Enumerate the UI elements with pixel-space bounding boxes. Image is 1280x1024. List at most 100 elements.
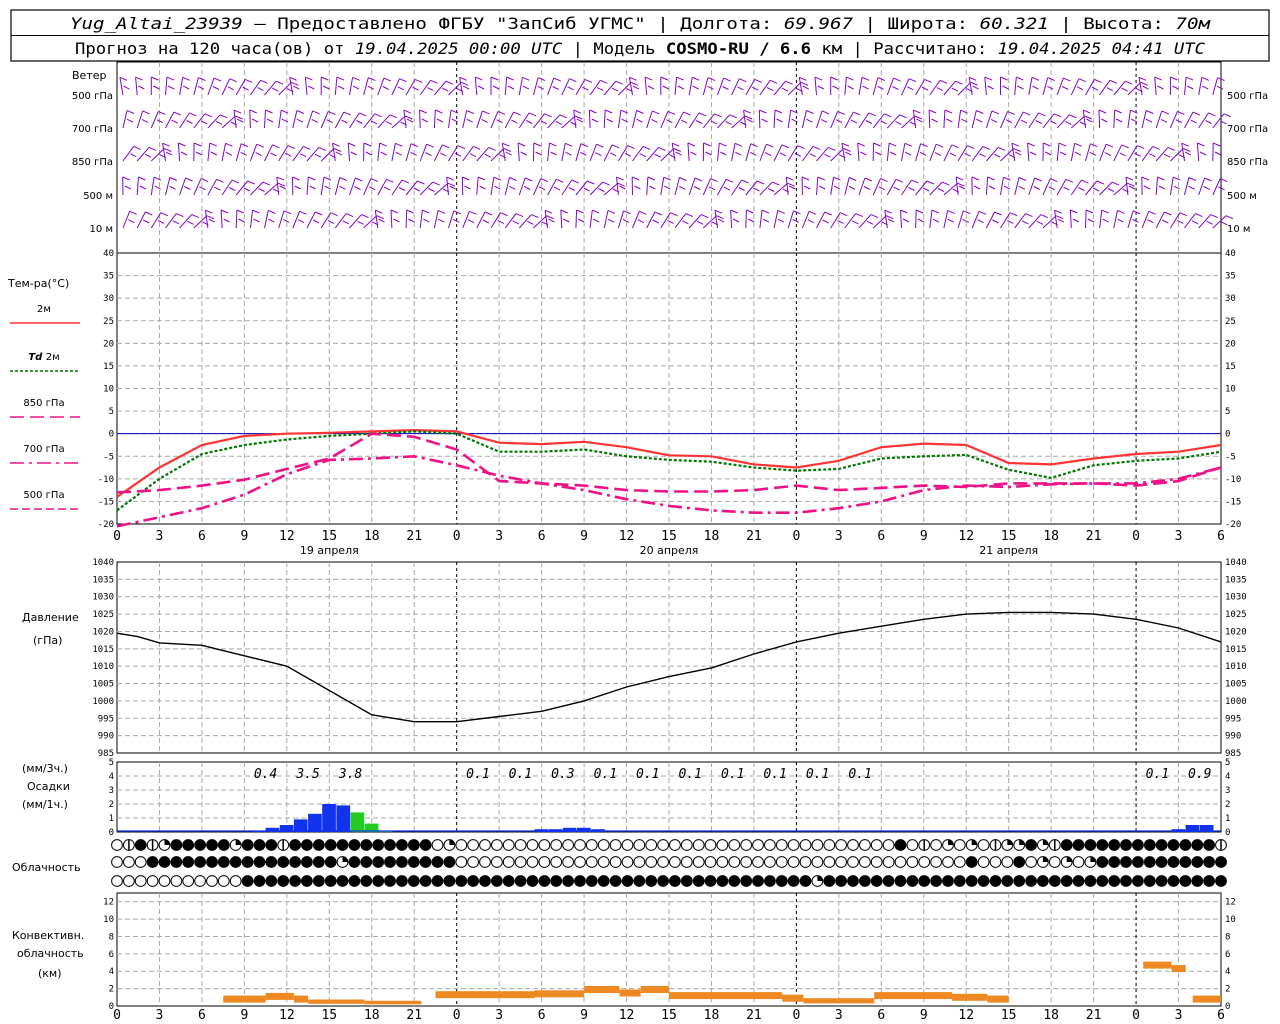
cloud-symbol <box>728 856 741 868</box>
wind-barb <box>646 176 656 196</box>
cloud-symbol <box>1167 875 1180 887</box>
wind-barb <box>179 76 190 96</box>
cloud-symbol <box>716 839 729 851</box>
hour-tick-label: 12 <box>958 529 974 544</box>
cloud-symbol-mark <box>164 839 170 845</box>
precip-total-label: 0.1 <box>763 767 786 782</box>
wind-barb <box>136 211 153 229</box>
conv-tick-label-right: 8 <box>1225 932 1230 942</box>
hour-tick-label: 0 <box>453 529 461 544</box>
cloud-symbol <box>740 856 753 868</box>
wind-barb <box>787 81 809 96</box>
wind-barb <box>660 176 671 196</box>
wind-barb <box>320 212 338 229</box>
cloud-symbol <box>574 856 586 868</box>
cloud-symbol <box>324 875 337 887</box>
cloud-symbol <box>894 839 907 851</box>
wind-barb <box>1000 76 1009 95</box>
cloud-symbol <box>669 839 681 851</box>
day-label: 21 апреля <box>979 544 1038 557</box>
cloud-symbol <box>870 856 883 868</box>
cloud-symbol <box>965 875 978 887</box>
cloud-symbol <box>585 839 598 851</box>
cloud-symbol <box>609 875 622 887</box>
pressure-tick-label: 1040 <box>92 558 114 568</box>
wind-barb <box>304 76 315 96</box>
wind-barb <box>1011 142 1022 162</box>
wind-barb <box>971 176 981 196</box>
wind-barb <box>674 111 691 129</box>
wind-barb <box>857 142 867 162</box>
day-label: 20 апреля <box>640 544 699 557</box>
temp-tick-label-right: 5 <box>1225 407 1230 417</box>
wind-barb <box>1085 209 1095 229</box>
wind-barb <box>547 178 564 196</box>
wind-barb <box>603 80 623 96</box>
cloud-symbol-mark <box>449 839 455 845</box>
cloud-symbol <box>847 875 859 887</box>
cloud-symbol <box>1132 856 1144 868</box>
pressure-tick-label: 985 <box>98 749 114 759</box>
wind-barb <box>1056 142 1067 162</box>
conv-tick-label: 0 <box>109 1002 114 1012</box>
wind-barb <box>150 212 168 229</box>
cloud-symbol <box>241 856 254 868</box>
precip-bar <box>322 804 336 832</box>
cloud-symbol <box>407 875 420 887</box>
hour-tick-label: 6 <box>877 529 885 544</box>
conv-tick-label-right: 0 <box>1225 1002 1230 1012</box>
legend-label: 2м <box>37 304 51 315</box>
cloud-symbol <box>431 856 444 868</box>
cloud-symbol-mark <box>1042 839 1049 845</box>
wind-barb <box>292 176 301 196</box>
cloud-symbol <box>775 856 788 868</box>
cloud-symbol <box>289 875 302 887</box>
cloud-symbol <box>716 875 729 887</box>
cloud-symbol <box>859 875 871 887</box>
wind-barb <box>391 179 410 196</box>
wind-barb <box>957 145 975 162</box>
precip-tick-label: 4 <box>109 772 114 782</box>
cloud-symbol-mark <box>1019 839 1025 845</box>
temp-tick-label-right: -5 <box>1225 452 1236 462</box>
wind-barb <box>631 176 641 196</box>
wind-barb <box>816 110 830 129</box>
cloud-symbol <box>491 856 503 868</box>
temp-tick-label-right: 0 <box>1225 430 1230 440</box>
wind-barb <box>276 176 287 196</box>
wind-barb <box>886 77 901 96</box>
pressure-ylabel-unit: (гПа) <box>33 634 62 647</box>
wind-barb <box>717 178 734 196</box>
wind-barb <box>773 209 785 229</box>
cloud-symbol <box>194 839 207 851</box>
cloud-symbol <box>550 839 563 851</box>
wind-barb <box>249 209 260 229</box>
wind-barb <box>119 76 130 96</box>
cloud-symbol <box>491 839 503 851</box>
convective-bar <box>669 992 783 1000</box>
cloud-symbol <box>645 856 658 868</box>
conv-tick-label: 2 <box>109 985 114 995</box>
cloud-symbol <box>1179 856 1192 868</box>
wind-level-label-right: 500 м <box>1227 191 1257 202</box>
wind-barb <box>731 115 753 129</box>
wind-barb <box>589 209 600 229</box>
wind-barb <box>616 176 626 196</box>
cloud-symbol <box>182 839 195 851</box>
convective-bar <box>223 995 266 1003</box>
cloud-symbol <box>645 839 658 851</box>
wind-barb <box>193 215 215 229</box>
wind-barb <box>462 210 477 229</box>
wind-barb <box>717 114 737 129</box>
legend-label: 850 гПа <box>23 398 64 409</box>
wind-barb <box>249 109 259 129</box>
cloud-symbol <box>431 875 444 887</box>
wind-barb <box>1082 109 1093 129</box>
cloud-symbol <box>847 856 859 868</box>
cloud-symbol <box>882 875 895 887</box>
wind-barb <box>730 209 740 229</box>
wind-barb <box>1169 212 1188 229</box>
wind-barb <box>886 142 897 162</box>
wind-barb <box>547 77 561 96</box>
precip-total-label: 3.5 <box>295 767 320 782</box>
